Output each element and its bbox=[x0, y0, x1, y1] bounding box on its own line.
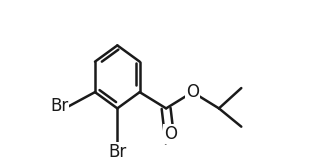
Text: Br: Br bbox=[50, 97, 69, 115]
Text: Br: Br bbox=[108, 143, 127, 161]
Text: O: O bbox=[186, 83, 199, 101]
Text: O: O bbox=[164, 125, 177, 143]
